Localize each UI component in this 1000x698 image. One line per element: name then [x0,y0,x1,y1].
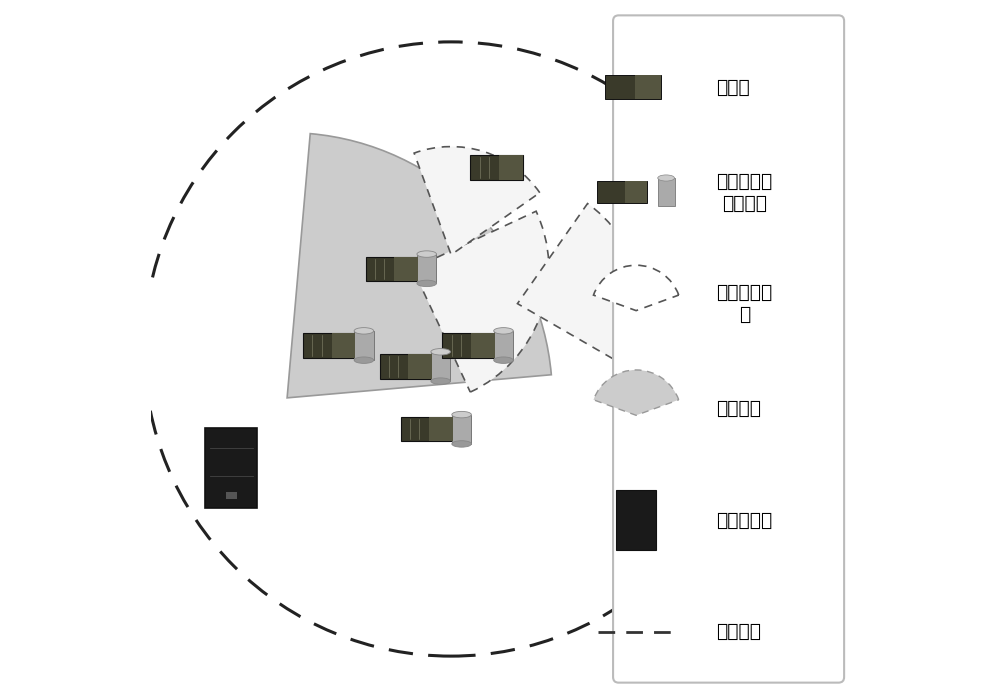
Ellipse shape [452,411,471,418]
Wedge shape [517,204,640,365]
Bar [417,254,436,283]
Bar [408,355,432,378]
Wedge shape [593,265,679,311]
Ellipse shape [417,280,436,287]
Bar [471,334,495,358]
Bar [605,75,661,99]
Bar [431,352,450,381]
Ellipse shape [431,348,450,355]
Ellipse shape [417,251,436,258]
Bar [366,257,418,281]
Bar [442,334,495,358]
Text: 装备中继器
的传感器: 装备中继器 的传感器 [716,172,773,212]
Bar [658,178,675,206]
Text: 无线充电: 无线充电 [716,399,761,418]
Bar [205,427,257,508]
Text: 无线充电器: 无线充电器 [716,510,773,530]
Bar [429,417,453,442]
Bar [494,331,513,360]
Ellipse shape [658,175,674,181]
Bar [470,155,523,180]
Ellipse shape [452,440,471,447]
Bar [226,493,237,500]
Wedge shape [287,133,551,398]
Bar [635,75,661,99]
Ellipse shape [354,357,374,364]
Bar [452,415,471,444]
Bar [616,491,656,550]
Text: 多跳无线充
电: 多跳无线充 电 [716,283,773,324]
Text: 充电范围: 充电范围 [716,622,761,641]
Wedge shape [593,370,679,415]
Ellipse shape [431,378,450,385]
Ellipse shape [494,327,513,334]
Bar [597,181,647,203]
Bar [354,331,374,360]
Ellipse shape [354,327,374,334]
Bar [401,417,453,442]
Wedge shape [414,147,540,255]
Bar [625,181,647,203]
Wedge shape [413,211,549,392]
Ellipse shape [494,357,513,364]
FancyBboxPatch shape [613,15,844,683]
Bar [394,257,418,281]
Bar [303,334,355,358]
Bar [332,334,355,358]
Bar [499,155,523,180]
Bar [380,355,432,378]
Text: 传感器: 传感器 [716,77,750,97]
